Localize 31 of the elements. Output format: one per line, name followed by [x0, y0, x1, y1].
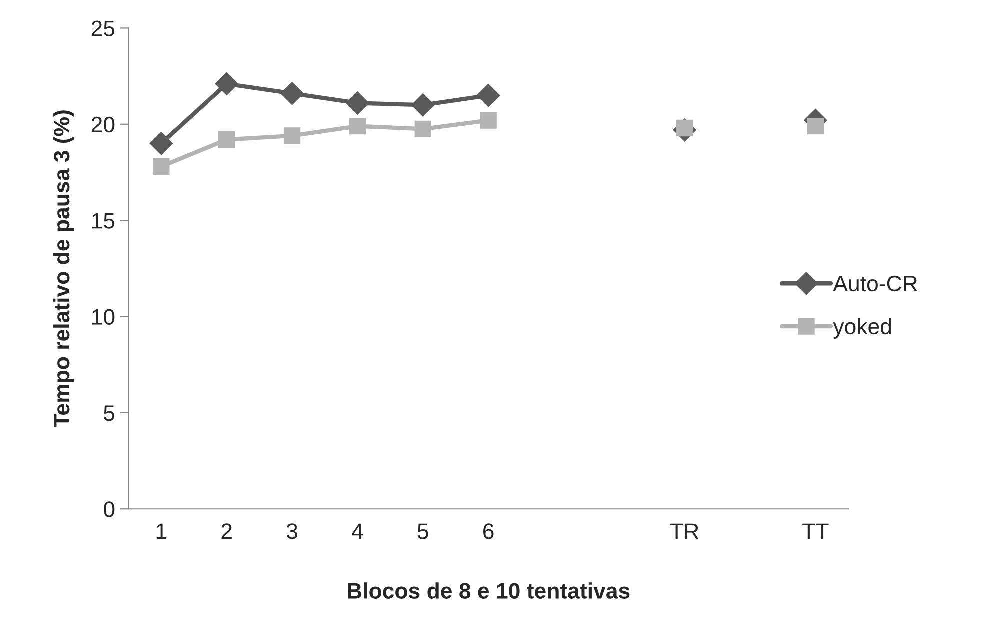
point — [153, 158, 170, 176]
point — [412, 94, 435, 117]
point — [218, 131, 236, 148]
x-tick-label: TR — [670, 524, 699, 540]
x-tick-label: 1 — [156, 524, 167, 540]
point — [150, 132, 173, 156]
y-tick-label: 5 — [104, 406, 115, 422]
x-tick-label: 2 — [222, 524, 232, 540]
y-tick-label: 0 — [104, 502, 115, 518]
x-tick-label: 4 — [352, 524, 364, 540]
x-tick-label: TT — [802, 524, 829, 540]
y-axis-title: Tempo relativo de pausa 3 (%) — [53, 110, 74, 428]
x-tick-label: 3 — [286, 524, 298, 540]
point — [414, 120, 432, 138]
x-axis-title: Blocos de 8 e 10 tentativas — [348, 582, 630, 599]
legend-label: Auto-CR — [833, 276, 918, 292]
point — [215, 72, 238, 96]
point — [349, 118, 366, 135]
legend-label: yoked — [833, 318, 892, 339]
y-tick-label: 10 — [92, 309, 115, 326]
point — [284, 128, 301, 144]
y-tick-label: 20 — [92, 116, 115, 133]
x-tick-label: 5 — [418, 524, 428, 540]
point — [480, 112, 497, 129]
point — [346, 92, 370, 115]
point — [280, 82, 304, 106]
point — [477, 84, 500, 108]
y-tick-label: 15 — [92, 213, 115, 229]
point — [807, 118, 824, 135]
y-tick-label: 25 — [92, 20, 115, 36]
x-tick-label: 6 — [484, 524, 494, 540]
